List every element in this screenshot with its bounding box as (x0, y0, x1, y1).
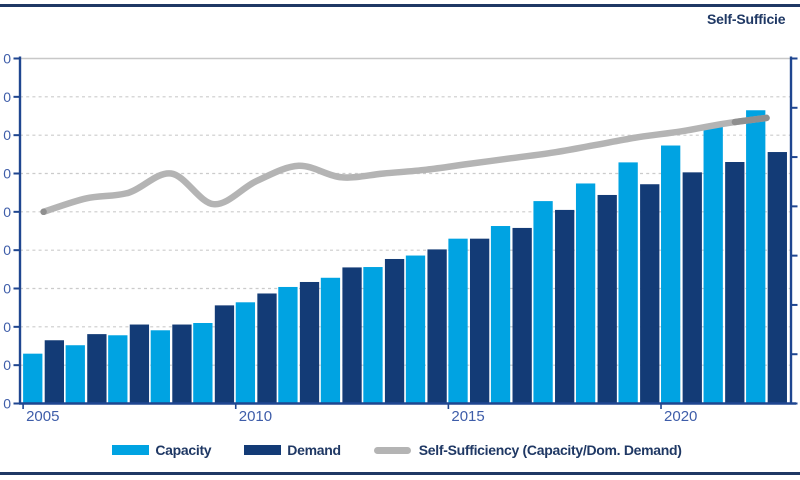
y-axis-label: 0 (3, 127, 11, 143)
demand-bar (299, 281, 320, 404)
capacity-bar (405, 255, 426, 404)
x-axis-label: 2015 (451, 408, 484, 425)
demand-bar (767, 152, 787, 404)
capacity-bar (703, 124, 723, 404)
capacity-bar (65, 345, 85, 404)
capacity-bar (575, 183, 596, 404)
x-axis-label: 2005 (26, 408, 59, 425)
chart-title: Self-Sufficie (707, 11, 786, 27)
legend-item-capacity: Capacity (112, 442, 212, 458)
top-border (0, 4, 800, 7)
y-axis-label: 0 (3, 51, 11, 67)
legend-label-self-sufficiency: Self-Sufficiency (Capacity/Dom. Demand) (418, 442, 682, 458)
chart-legend: Capacity Demand Self-Sufficiency (Capaci… (0, 438, 794, 462)
bottom-border (0, 472, 800, 475)
demand-bar (597, 194, 617, 404)
legend-label-demand: Demand (287, 442, 341, 458)
capacity-bar (320, 277, 341, 404)
demand-bar (87, 334, 107, 404)
x-axis-label: 2010 (239, 408, 272, 425)
y-axis-label: 0 (3, 89, 11, 105)
demand-bar (682, 172, 702, 404)
capacity-bar (618, 162, 638, 404)
y-axis-label: 0 (3, 281, 11, 297)
legend-item-demand: Demand (244, 442, 341, 458)
capacity-bar (235, 302, 256, 404)
legend-label-capacity: Capacity (155, 442, 212, 458)
capacity-bar (363, 267, 383, 404)
legend-item-self-sufficiency: Self-Sufficiency (Capacity/Dom. Demand) (373, 442, 682, 458)
capacity-swatch-icon (112, 445, 150, 455)
y-axis-label: 0 (3, 204, 11, 220)
capacity-bar (278, 286, 298, 404)
demand-bar (725, 162, 745, 404)
demand-bar (384, 258, 405, 404)
demand-bar (512, 227, 532, 404)
capacity-bar (108, 335, 128, 404)
demand-bar (555, 209, 575, 404)
capacity-bar (490, 226, 511, 404)
capacity-bar (193, 323, 213, 404)
demand-bar (469, 238, 490, 404)
demand-bar (342, 267, 362, 404)
demand-bar (640, 184, 660, 404)
capacity-bar (661, 145, 681, 404)
y-axis-label: 0 (3, 242, 11, 258)
demand-bar (129, 324, 150, 404)
demand-bar (214, 305, 235, 404)
demand-bar (427, 249, 447, 404)
self-sufficiency-swatch-icon (373, 446, 411, 454)
y-axis-label: 0 (3, 319, 11, 335)
self-sufficiency-line (40, 114, 770, 216)
capacity-bar (448, 238, 468, 404)
demand-swatch-icon (244, 445, 282, 455)
capacity-bar (150, 330, 170, 404)
x-axis-label: 2020 (664, 408, 697, 425)
capacity-bar (23, 353, 43, 404)
demand-bar (44, 340, 64, 404)
demand-bar (172, 324, 192, 404)
demand-bar (257, 293, 277, 404)
y-axis-label: 0 (3, 357, 11, 373)
y-axis-label: 0 (3, 396, 11, 412)
y-axis-label: 0 (3, 166, 11, 182)
capacity-bar (746, 110, 766, 404)
capacity-bar (533, 201, 553, 404)
